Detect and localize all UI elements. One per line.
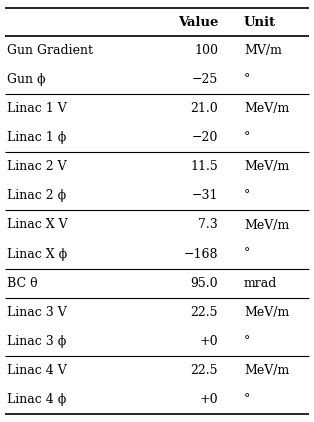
Text: +0: +0: [199, 393, 218, 406]
Text: Linac X V: Linac X V: [7, 219, 68, 232]
Text: Linac 2 V: Linac 2 V: [7, 160, 67, 173]
Text: Unit: Unit: [244, 16, 276, 29]
Text: Linac X ϕ: Linac X ϕ: [7, 248, 67, 260]
Text: Gun ϕ: Gun ϕ: [7, 73, 46, 86]
Text: 7.3: 7.3: [198, 219, 218, 232]
Text: MV/m: MV/m: [244, 44, 282, 57]
Text: −31: −31: [192, 189, 218, 203]
Text: °: °: [244, 189, 250, 203]
Text: MeV/m: MeV/m: [244, 102, 289, 115]
Text: −168: −168: [183, 248, 218, 260]
Text: MeV/m: MeV/m: [244, 219, 289, 232]
Text: °: °: [244, 73, 250, 86]
Text: Linac 1 ϕ: Linac 1 ϕ: [7, 131, 66, 144]
Text: 22.5: 22.5: [191, 364, 218, 377]
Text: 22.5: 22.5: [191, 306, 218, 319]
Text: °: °: [244, 131, 250, 144]
Text: mrad: mrad: [244, 277, 277, 289]
Text: MeV/m: MeV/m: [244, 306, 289, 319]
Text: Linac 3 V: Linac 3 V: [7, 306, 67, 319]
Text: Gun Gradient: Gun Gradient: [7, 44, 93, 57]
Text: 11.5: 11.5: [190, 160, 218, 173]
Text: +0: +0: [199, 335, 218, 348]
Text: −20: −20: [192, 131, 218, 144]
Text: BC θ: BC θ: [7, 277, 38, 289]
Text: −25: −25: [192, 73, 218, 86]
Text: 21.0: 21.0: [190, 102, 218, 115]
Text: °: °: [244, 335, 250, 348]
Text: °: °: [244, 248, 250, 260]
Text: Linac 4 V: Linac 4 V: [7, 364, 67, 377]
Text: MeV/m: MeV/m: [244, 364, 289, 377]
Text: Value: Value: [178, 16, 218, 29]
Text: MeV/m: MeV/m: [244, 160, 289, 173]
Text: Linac 4 ϕ: Linac 4 ϕ: [7, 393, 66, 406]
Text: Linac 1 V: Linac 1 V: [7, 102, 67, 115]
Text: 95.0: 95.0: [190, 277, 218, 289]
Text: Linac 3 ϕ: Linac 3 ϕ: [7, 335, 66, 348]
Text: Linac 2 ϕ: Linac 2 ϕ: [7, 189, 66, 203]
Text: °: °: [244, 393, 250, 406]
Text: 100: 100: [194, 44, 218, 57]
